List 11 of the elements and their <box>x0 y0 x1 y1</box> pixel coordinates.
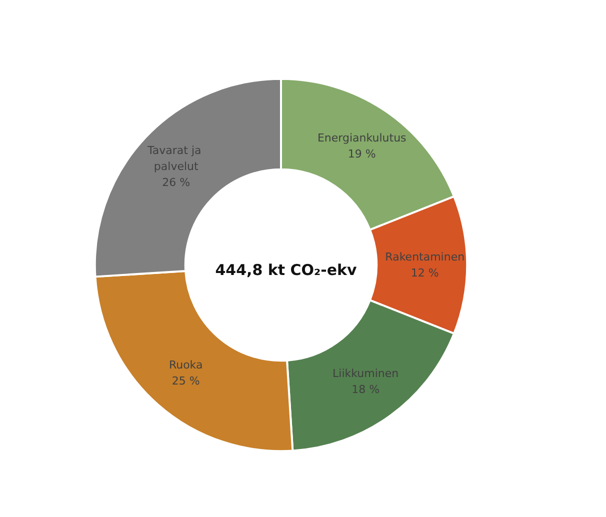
slice-label: Liikkuminen <box>332 366 399 380</box>
data-label: 25 % <box>172 374 200 388</box>
slice-label: Energiankulutus <box>317 132 407 144</box>
slice-label: Tavarat ja palvelut <box>146 144 205 174</box>
data-label: 26 % <box>162 176 190 190</box>
text: 444,8 kt CO₂-ekv <box>215 261 357 279</box>
slice-label: Rakentaminen <box>385 250 465 264</box>
data-label: 12 % <box>410 266 439 280</box>
data-label: 18 % <box>352 382 380 396</box>
data-label: 19 % <box>348 148 376 160</box>
slice-label: Ruoka <box>168 358 203 372</box>
